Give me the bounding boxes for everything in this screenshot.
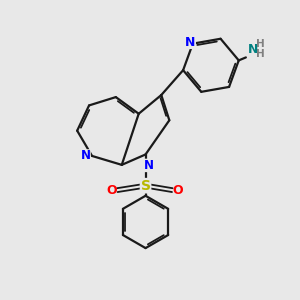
Text: H: H [256, 39, 265, 49]
Text: O: O [172, 184, 183, 196]
Text: N: N [248, 43, 258, 56]
Text: S: S [140, 179, 151, 193]
Text: N: N [185, 36, 196, 49]
Text: N: N [143, 159, 154, 172]
Text: N: N [81, 149, 91, 162]
Text: H: H [256, 50, 265, 59]
Text: O: O [106, 184, 117, 196]
